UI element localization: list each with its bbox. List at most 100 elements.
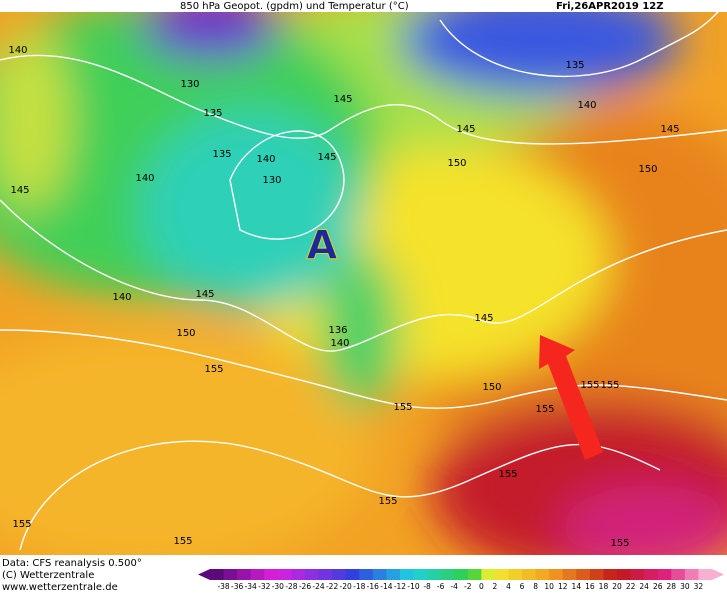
map-title: 850 hPa Geopot. (gpdm) und Temperatur (°… [180, 1, 409, 12]
colorbar-label: -12 [394, 582, 406, 591]
colorbar-label: 4 [506, 582, 511, 591]
colorbar-cell [332, 569, 347, 580]
colorbar-cell [318, 569, 333, 580]
colorbar-label: -16 [367, 582, 379, 591]
contour-label: 140 [135, 173, 154, 184]
colorbar-label: -36 [231, 582, 243, 591]
colorbar-label: 18 [599, 582, 609, 591]
colorbar-label: 6 [520, 582, 525, 591]
colorbar-cell [304, 569, 320, 580]
colorbar-cell [277, 569, 292, 580]
colorbar-label: 26 [653, 582, 663, 591]
colorbar-cell [223, 569, 238, 580]
colorbar-label: -20 [340, 582, 352, 591]
colorbar-cell [562, 569, 577, 580]
contour-label: 145 [456, 124, 475, 135]
map-marker: A [307, 223, 338, 269]
contour-label: 135 [203, 108, 222, 119]
colorbar-cell [454, 569, 469, 580]
contour-label: 136 [328, 325, 347, 336]
contour-label: 155 [393, 402, 412, 413]
colorbar-label: 10 [544, 582, 554, 591]
colorbar-label: 8 [533, 582, 538, 591]
colorbar-cell [535, 569, 550, 580]
colorbar-label: -10 [407, 582, 419, 591]
contour-label: 145 [660, 124, 679, 135]
colorbar-label: -14 [380, 582, 392, 591]
colorbar-label: -30 [272, 582, 284, 591]
colorbar-cell [359, 569, 374, 580]
map-date: Fri,26APR2019 12Z [556, 1, 664, 12]
colorbar-label: -26 [299, 582, 311, 591]
colorbar-label: 12 [558, 582, 568, 591]
colorbar-cell [427, 569, 442, 580]
contour-label: 150 [482, 382, 501, 393]
colorbar-cell [467, 569, 482, 580]
contour-label: 155 [378, 496, 397, 507]
contour-label: 155 [600, 380, 619, 391]
contour-label: 140 [256, 154, 275, 165]
colorbar-label: -18 [353, 582, 365, 591]
colorbar-cell [657, 569, 672, 580]
website: www.wetterzentrale.de [2, 582, 118, 593]
colorbar-cell [413, 569, 428, 580]
colorbar-label: 30 [680, 582, 690, 591]
contour-label: 145 [10, 185, 29, 196]
contour-label: 140 [330, 338, 349, 349]
colorbar-cell [522, 569, 537, 580]
colorbar-label: 32 [694, 582, 704, 591]
copyright: (C) Wetterzentrale [2, 570, 94, 581]
colorbar-label: 22 [626, 582, 636, 591]
colorbar-cell [671, 569, 686, 580]
colorbar-cell [630, 569, 645, 580]
colorbar-cell [345, 569, 360, 580]
contour-label: 155 [12, 519, 31, 530]
colorbar-cell [603, 569, 618, 580]
contour-label: 155 [580, 380, 599, 391]
colorbar-label: 14 [572, 582, 582, 591]
colorbar-cell [644, 569, 659, 580]
contour-label: 135 [565, 60, 584, 71]
colorbar-label: -6 [437, 582, 445, 591]
colorbar-label: 20 [612, 582, 622, 591]
contour-label: 150 [176, 328, 195, 339]
colorbar-label: -4 [450, 582, 458, 591]
colorbar-cell [291, 569, 306, 580]
colorbar-label: -8 [423, 582, 431, 591]
contour-label: 135 [212, 149, 231, 160]
colorbar-cell [372, 569, 387, 580]
colorbar-cell [684, 569, 699, 580]
colorbar-cell [549, 569, 564, 580]
colorbar-label: 24 [639, 582, 649, 591]
colorbar-label: -2 [464, 582, 472, 591]
colorbar-label: -28 [285, 582, 297, 591]
contour-label: 155 [204, 364, 223, 375]
contour-label: 155 [610, 538, 629, 549]
colorbar-label: -34 [245, 582, 257, 591]
colorbar-cell [399, 569, 415, 580]
contour-label: 145 [317, 152, 336, 163]
contour-label: 155 [173, 536, 192, 547]
colorbar-label: 0 [479, 582, 484, 591]
contour-label: 140 [8, 45, 27, 56]
contours [0, 12, 727, 551]
colorbar-cell [386, 569, 401, 580]
colorbar-cell [481, 569, 496, 580]
contour-label: 140 [112, 292, 131, 303]
contour-label: 130 [262, 175, 281, 186]
arrow [539, 335, 603, 460]
colorbar-cell [440, 569, 455, 580]
contour-label: 145 [333, 94, 352, 105]
colorbar-label: -38 [217, 582, 229, 591]
colorbar-cell [210, 569, 225, 580]
contour-label: 145 [474, 313, 493, 324]
colorbar-cell [698, 569, 713, 580]
colorbar-label: 2 [493, 582, 498, 591]
colorbar-cell [589, 569, 604, 580]
contour-label: 140 [577, 100, 596, 111]
colorbar-end [198, 569, 210, 580]
colorbar-label: 28 [667, 582, 677, 591]
colorbar-label: -24 [312, 582, 324, 591]
